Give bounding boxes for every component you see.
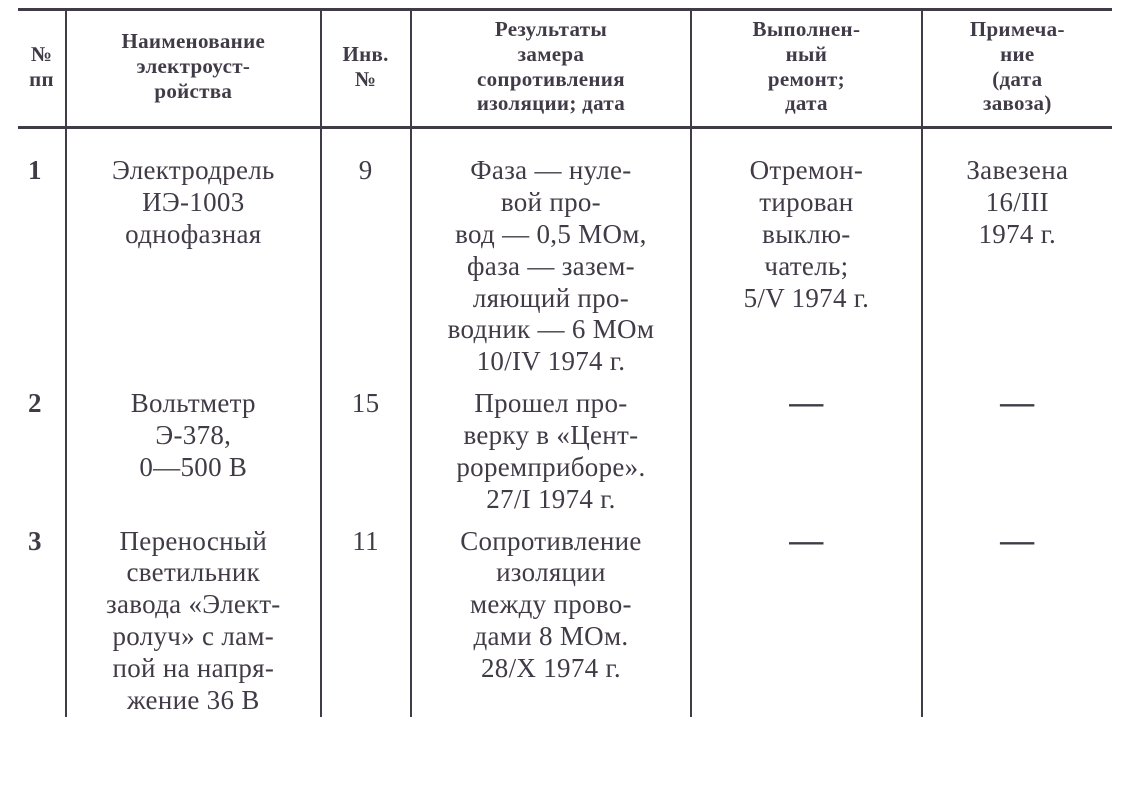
cell-note: — xyxy=(922,516,1112,717)
table-header: №пп Наименованиеэлектроуст-ройства Инв.№… xyxy=(18,10,1112,128)
cell-result: Прошел про-верку в «Цент-роремприборе».2… xyxy=(411,378,692,515)
cell-number: 1 xyxy=(18,128,66,379)
cell-result: Сопротивлениеизоляциимежду прово-дами 8 … xyxy=(411,516,692,717)
cell-name: Переносныйсветильникзавода «Элект-ролуч»… xyxy=(66,516,320,717)
equipment-table: №пп Наименованиеэлектроуст-ройства Инв.№… xyxy=(18,8,1112,717)
cell-inv: 11 xyxy=(321,516,411,717)
document-page: №пп Наименованиеэлектроуст-ройства Инв.№… xyxy=(0,0,1130,795)
table-row: 2 ВольтметрЭ-378,0—500 В 15 Прошел про-в… xyxy=(18,378,1112,515)
col-header-number: №пп xyxy=(18,10,66,128)
cell-number: 2 xyxy=(18,378,66,515)
cell-number: 3 xyxy=(18,516,66,717)
cell-note: Завезена16/III1974 г. xyxy=(922,128,1112,379)
cell-repair: — xyxy=(691,516,921,717)
cell-name: ЭлектродрельИЭ-1003однофазная xyxy=(66,128,320,379)
cell-repair: — xyxy=(691,378,921,515)
col-header-note: Примеча-ние(датазавоза) xyxy=(922,10,1112,128)
table-row: 1 ЭлектродрельИЭ-1003однофазная 9 Фаза —… xyxy=(18,128,1112,379)
cell-inv: 9 xyxy=(321,128,411,379)
col-header-repair: Выполнен-ныйремонт;дата xyxy=(691,10,921,128)
col-header-inv: Инв.№ xyxy=(321,10,411,128)
table-body: 1 ЭлектродрельИЭ-1003однофазная 9 Фаза —… xyxy=(18,128,1112,717)
cell-name: ВольтметрЭ-378,0—500 В xyxy=(66,378,320,515)
dash-icon: — xyxy=(1000,522,1034,559)
cell-inv: 15 xyxy=(321,378,411,515)
table-row: 3 Переносныйсветильникзавода «Элект-ролу… xyxy=(18,516,1112,717)
dash-icon: — xyxy=(789,384,823,421)
cell-repair: Отремон-тированвыклю-чатель;5/V 1974 г. xyxy=(691,128,921,379)
col-header-name: Наименованиеэлектроуст-ройства xyxy=(66,10,320,128)
dash-icon: — xyxy=(789,522,823,559)
cell-note: — xyxy=(922,378,1112,515)
col-header-result: Результатызамерасопротивленияизоляции; д… xyxy=(411,10,692,128)
cell-result: Фаза — нуле-вой про-вод — 0,5 МОм,фаза —… xyxy=(411,128,692,379)
dash-icon: — xyxy=(1000,384,1034,421)
